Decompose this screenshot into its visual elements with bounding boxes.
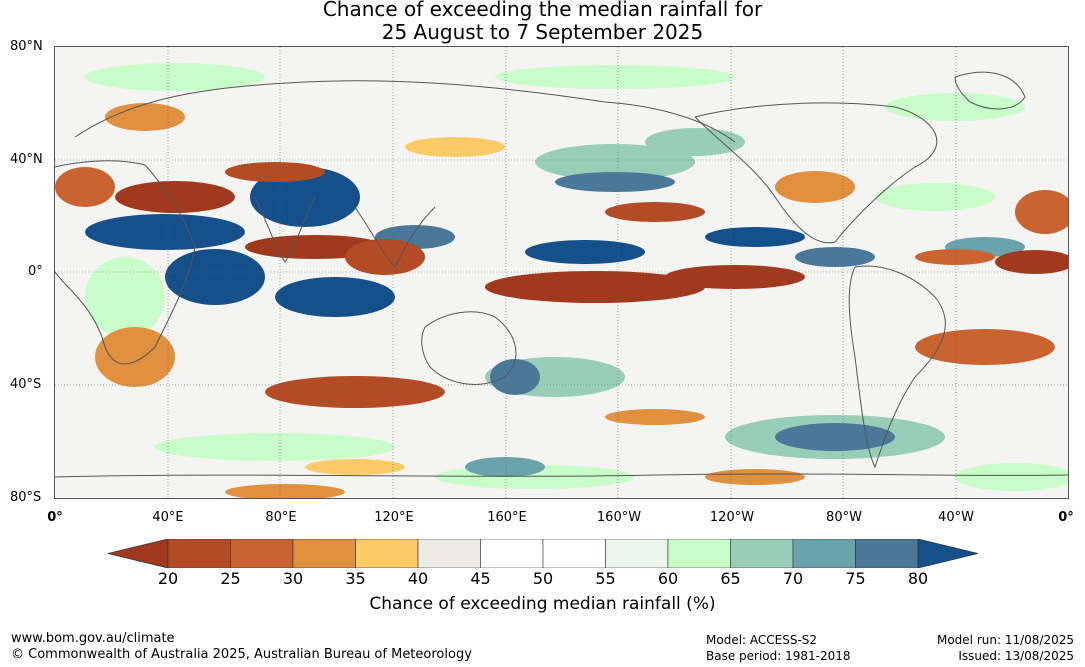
map-canvas: [55, 47, 1068, 498]
colorbar-segment: [230, 539, 294, 568]
lon-label-120w: 120°W: [709, 510, 755, 525]
colorbar-segment: [730, 539, 794, 568]
title-line-1: Chance of exceeding the median rainfall …: [322, 0, 763, 21]
colorbar-segment: [855, 539, 919, 568]
lat-label-80s: 80°S: [10, 490, 42, 505]
colorbar-tick-label: 60: [657, 569, 679, 588]
colorbar-tick-label: 45: [470, 569, 491, 588]
lon-label-40w: 40°W: [938, 510, 974, 525]
rainfall-probability-map[interactable]: [54, 46, 1069, 499]
colorbar-tick-label: 35: [345, 569, 366, 588]
lon-label-160w: 160°W: [596, 510, 642, 525]
probability-field: [55, 63, 1068, 498]
lon-label-80e: 80°E: [265, 510, 297, 525]
colorbar-label: Chance of exceeding median rainfall (%): [369, 594, 716, 614]
colorbar-tick-label: 40: [407, 569, 429, 588]
colorbar-tick-label: 30: [282, 569, 304, 588]
colorbar-tick-label: 70: [782, 569, 804, 588]
colorbar-tick-label: 65: [720, 569, 741, 588]
lat-label-0: 0°: [28, 264, 43, 279]
colorbar-segment: [792, 539, 856, 568]
colorbar-tick-label: 55: [595, 569, 616, 588]
lon-label-80w: 80°W: [826, 510, 862, 525]
lon-label-40e: 40°E: [152, 510, 184, 525]
colorbar-segment: [542, 539, 606, 568]
colorbar-tick-label: 50: [532, 569, 554, 588]
colorbar-tick-label: 75: [845, 569, 866, 588]
colorbar-tick-label: 25: [220, 569, 241, 588]
colorbar: [108, 539, 978, 568]
footer-base-period: Base period: 1981-2018: [706, 649, 851, 663]
lat-label-40s: 40°S: [10, 377, 42, 392]
coastlines: [55, 71, 1068, 478]
colorbar-segment: [292, 539, 356, 568]
colorbar-segment: [355, 539, 419, 568]
colorbar-segment: [167, 539, 231, 568]
lon-label-0-left: 0°: [47, 510, 63, 525]
colorbar-segment: [605, 539, 669, 568]
graticule: [55, 47, 1068, 498]
colorbar-tick-label: 20: [157, 569, 179, 588]
colorbar-extend-high: [917, 539, 978, 568]
footer-model: Model: ACCESS-S2: [706, 633, 818, 647]
map-title: Chance of exceeding the median rainfall …: [0, 0, 1085, 44]
colorbar-tick-label: 80: [907, 569, 929, 588]
colorbar-segment: [667, 539, 731, 568]
footer-model-run: Model run: 11/08/2025: [936, 633, 1074, 647]
footer-issued: Issued: 13/08/2025: [958, 649, 1074, 663]
lon-label-160e: 160°E: [487, 510, 527, 525]
colorbar-segment: [480, 539, 544, 568]
title-line-2: 25 August to 7 September 2025: [381, 20, 704, 44]
lon-label-120e: 120°E: [374, 510, 414, 525]
colorbar-segment: [417, 539, 481, 568]
lat-label-80n: 80°N: [10, 39, 43, 54]
footer-url[interactable]: www.bom.gov.au/climate: [11, 631, 175, 646]
lon-label-0-right: 0°: [1058, 510, 1074, 525]
colorbar-extend-low: [108, 539, 169, 568]
footer-copyright: © Commonwealth of Australia 2025, Austra…: [11, 647, 472, 662]
lat-label-40n: 40°N: [10, 152, 43, 167]
